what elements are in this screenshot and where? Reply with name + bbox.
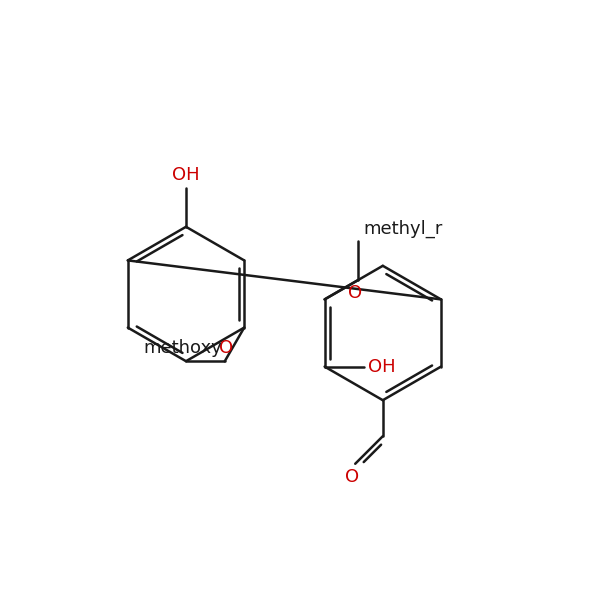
Text: OH: OH bbox=[368, 358, 395, 376]
Text: OH: OH bbox=[172, 166, 200, 184]
Text: O: O bbox=[349, 284, 362, 302]
Text: methoxy: methoxy bbox=[143, 339, 222, 357]
Text: methyl_r: methyl_r bbox=[363, 220, 443, 238]
Text: O: O bbox=[345, 468, 359, 486]
Text: O: O bbox=[219, 339, 233, 357]
